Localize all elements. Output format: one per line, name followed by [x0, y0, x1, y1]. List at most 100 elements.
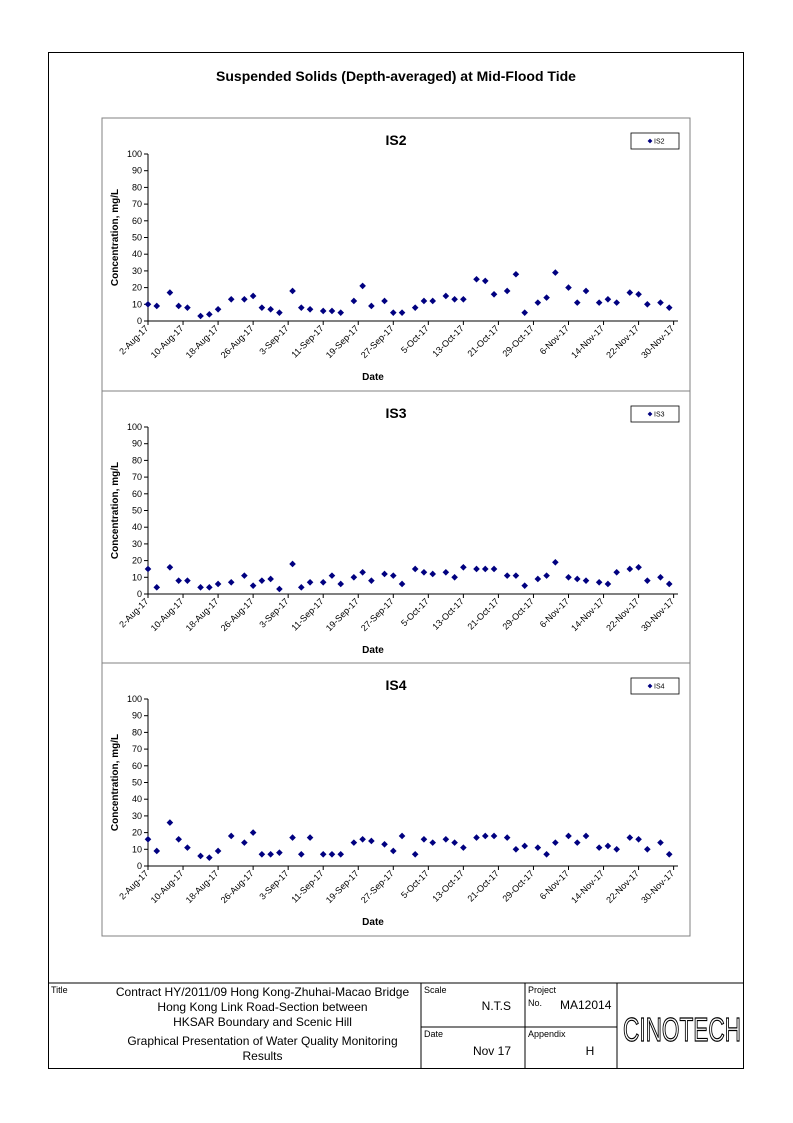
y-tick-label: 70	[132, 199, 142, 209]
data-point	[473, 834, 480, 841]
data-point	[267, 306, 274, 313]
data-point	[582, 832, 590, 840]
data-point	[626, 289, 634, 296]
data-point	[644, 846, 651, 853]
data-point	[298, 304, 305, 311]
data-point	[604, 295, 612, 303]
data-point	[512, 846, 520, 853]
data-point	[214, 847, 222, 855]
data-point	[249, 292, 257, 300]
data-point	[175, 577, 182, 584]
data-point	[582, 577, 590, 584]
appendix-label: Appendix	[528, 1029, 566, 1039]
data-point	[184, 844, 191, 851]
data-point	[298, 584, 305, 591]
data-point	[350, 297, 358, 305]
project-label: Project	[528, 985, 557, 995]
legend-box	[630, 405, 680, 423]
data-point	[267, 575, 274, 583]
chart-is2: IS201020304050607080901002-Aug-1710-Aug-…	[101, 117, 691, 392]
data-point	[429, 297, 437, 305]
data-point	[175, 835, 182, 843]
data-point	[350, 839, 358, 846]
data-point	[411, 851, 419, 858]
data-point	[552, 269, 559, 276]
data-point	[657, 839, 664, 846]
data-point	[595, 579, 603, 586]
page-frame	[48, 52, 744, 1069]
data-point	[543, 572, 550, 579]
data-point	[214, 306, 222, 313]
scale-label: Scale	[424, 985, 447, 995]
chart-title: IS2	[385, 132, 406, 148]
data-point	[442, 568, 450, 576]
data-point	[144, 301, 152, 308]
data-point	[319, 307, 327, 315]
y-tick-label: 20	[132, 283, 142, 293]
chart-panel	[101, 390, 691, 665]
data-point	[635, 290, 642, 298]
data-point	[473, 565, 480, 573]
data-point	[503, 287, 511, 295]
legend-marker	[647, 683, 653, 689]
data-point	[429, 839, 437, 846]
data-point	[389, 309, 397, 316]
data-point	[337, 851, 345, 858]
data-point	[451, 295, 458, 303]
data-point	[241, 295, 248, 303]
data-point	[665, 851, 673, 858]
cinotech-logo: CINOTECH	[622, 1010, 741, 1047]
data-point	[565, 832, 572, 840]
x-axis-label: Date	[362, 917, 384, 928]
data-point	[534, 299, 542, 306]
legend-box	[630, 677, 680, 695]
y-tick-label: 40	[132, 794, 142, 804]
data-point	[359, 568, 366, 576]
data-point	[197, 584, 204, 591]
data-point	[227, 579, 235, 586]
data-point	[552, 839, 559, 846]
data-point	[206, 311, 213, 318]
data-point	[565, 284, 572, 291]
y-tick-label: 70	[132, 472, 142, 482]
data-point	[420, 297, 428, 305]
data-point	[319, 579, 327, 586]
data-point	[276, 585, 283, 593]
data-point	[481, 832, 489, 840]
data-point	[595, 299, 603, 306]
data-point	[460, 563, 467, 571]
data-point	[552, 558, 559, 566]
contract-title-line-3: HKSAR Boundary and Scenic Hill	[173, 1015, 352, 1029]
data-point	[306, 579, 314, 586]
legend-label: IS4	[654, 684, 665, 691]
data-point	[543, 294, 550, 301]
x-axis-label: Date	[362, 645, 384, 656]
data-point	[521, 582, 528, 589]
page-title: Suspended Solids (Depth-averaged) at Mid…	[216, 68, 576, 84]
chart-is3: IS301020304050607080901002-Aug-1710-Aug-…	[101, 390, 691, 665]
data-point	[573, 575, 581, 583]
y-tick-label: 0	[137, 316, 142, 326]
y-tick-label: 90	[132, 711, 142, 721]
chart-panel	[101, 662, 691, 937]
data-point	[381, 297, 388, 305]
data-point	[337, 309, 345, 316]
data-point	[635, 563, 642, 571]
data-point	[276, 849, 283, 856]
y-tick-label: 80	[132, 182, 142, 192]
data-point	[206, 584, 213, 591]
y-tick-label: 10	[132, 844, 142, 854]
data-point	[644, 577, 651, 584]
y-tick-label: 70	[132, 744, 142, 754]
contract-title-line-2: Hong Kong Link Road-Section between	[157, 1000, 368, 1014]
data-point	[214, 580, 222, 588]
y-tick-label: 90	[132, 439, 142, 449]
y-tick-label: 100	[127, 422, 142, 432]
data-point	[306, 306, 314, 313]
data-point	[398, 580, 406, 588]
date-label: Date	[424, 1029, 444, 1039]
y-tick-label: 0	[137, 861, 142, 871]
data-point	[442, 835, 450, 843]
drawing-subtitle-line-2: Results	[242, 1049, 283, 1063]
drawing-subtitle: Graphical Presentation of Water Quality …	[100, 1034, 425, 1064]
